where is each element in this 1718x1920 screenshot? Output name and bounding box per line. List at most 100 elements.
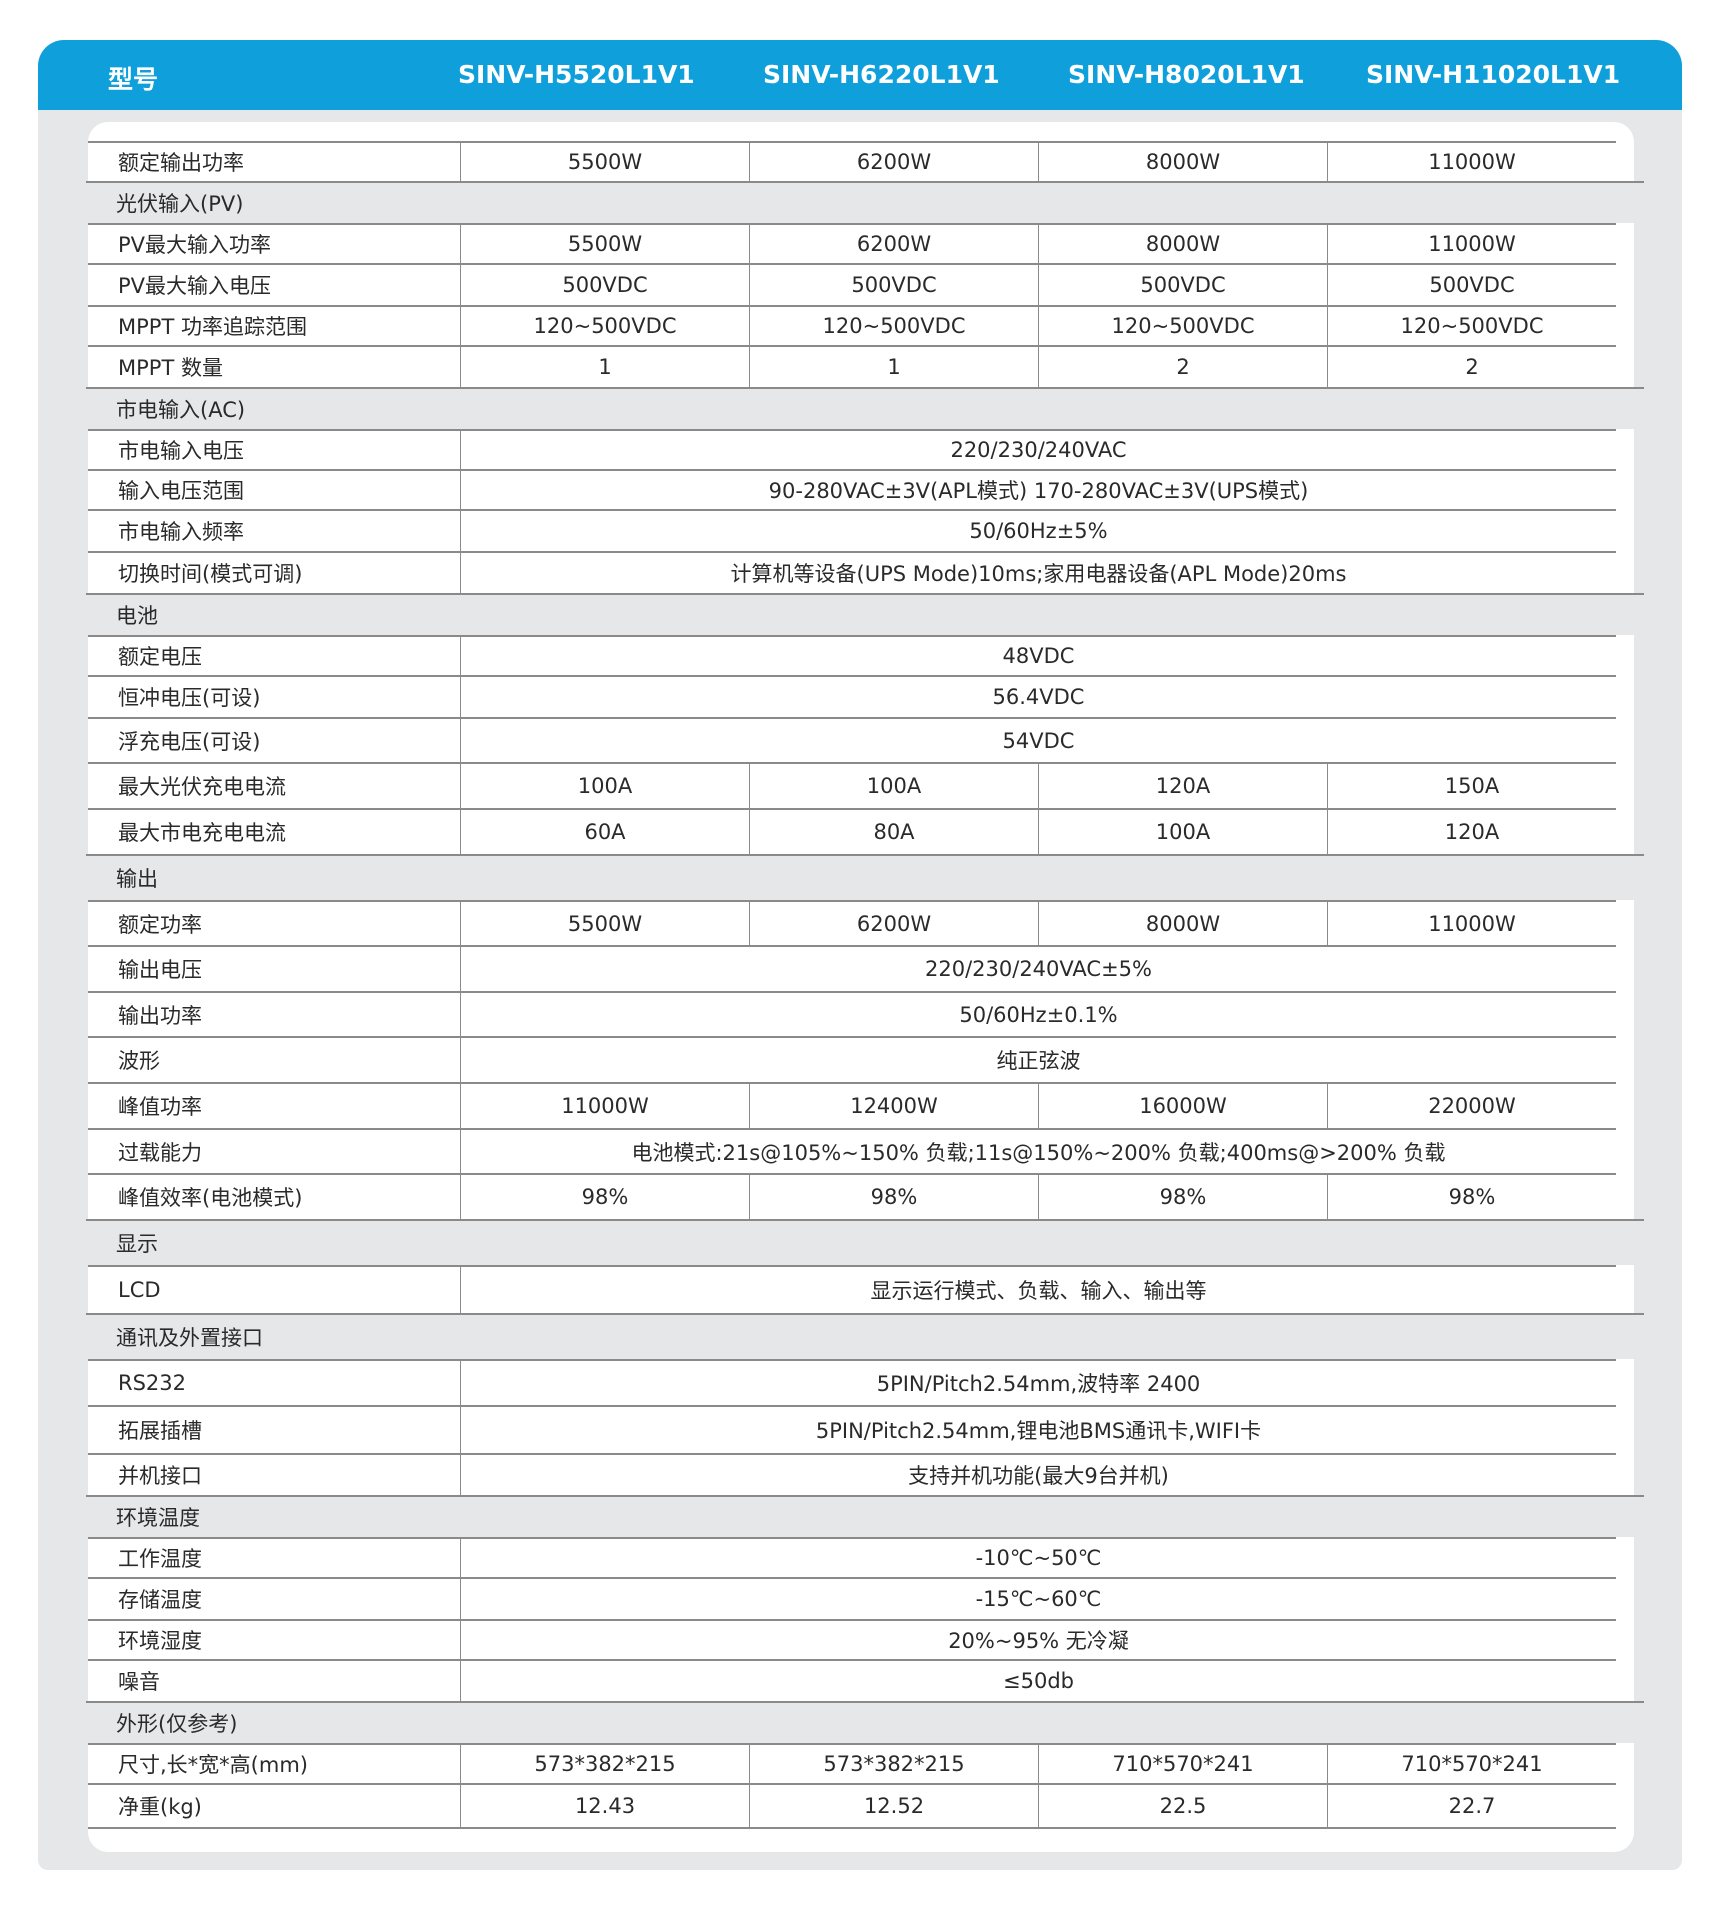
table-cell: 120~500VDC (1400, 314, 1544, 338)
table-cell: 120~500VDC (461, 307, 750, 345)
table-cell: 98% (1448, 1185, 1496, 1209)
table-row: 市电输入频率 50/60Hz±5% (88, 509, 1616, 551)
table-row: 输入电压范围 90-280VAC±3V(APL模式) 170-280VAC±3V(… (88, 469, 1616, 509)
table-cell: 纯正弦波 (996, 1049, 1081, 1073)
row-label: 市电输入频率 (88, 511, 461, 551)
row-label: 并机接口 (88, 1455, 461, 1495)
table-row: 切换时间(模式可调) 计算机等设备(UPS Mode)10ms;家用电器设备(AP… (88, 551, 1616, 593)
table-row: 最大光伏充电电流 100A 100A 120A 150A (88, 762, 1616, 808)
table-cell: 500VDC (750, 265, 1039, 305)
row-values: 5500W 6200W 8000W 11000W (461, 902, 1616, 945)
table-cell: 1 (461, 347, 750, 387)
row-values: 60A 80A 100A 120A (461, 810, 1616, 854)
table-header: 型号 SINV-H5520L1V1 SINV-H6220L1V1 SINV-H8… (38, 40, 1682, 110)
table-row: 输出功率 50/60Hz±0.1% (88, 991, 1616, 1036)
header-model-2: SINV-H6220L1V1 (763, 60, 1000, 89)
table-cell: 54VDC (1002, 728, 1075, 753)
section-title: 环境温度 (116, 1506, 200, 1530)
section-title: 通讯及外置接口 (116, 1326, 263, 1350)
row-values: 支持并机功能(最大9台并机) (461, 1455, 1616, 1495)
table-cell: 98% (461, 1175, 750, 1219)
table-cell: 48VDC (1002, 644, 1075, 668)
table-cell: 22.7 (1448, 1794, 1496, 1818)
row-label: MPPT 数量 (88, 347, 461, 387)
row-label: 额定输出功率 (88, 143, 461, 181)
row-label: 额定功率 (88, 902, 461, 945)
table-cell: 6200W (750, 902, 1039, 945)
row-values: 5PIN/Pitch2.54mm,锂电池BMS通讯卡,WIFI卡 (461, 1407, 1616, 1453)
table-cell: 8000W (1039, 143, 1328, 181)
row-label: 输出功率 (88, 993, 461, 1036)
table-row: 过载能力 电池模式:21s@105%~150% 负载;11s@150%~200% … (88, 1128, 1616, 1173)
row-values: 220/230/240VAC (461, 431, 1616, 469)
row-label: 存储温度 (88, 1579, 461, 1619)
table-row: 额定功率 5500W 6200W 8000W 11000W (88, 900, 1616, 945)
table-cell: 500VDC (1039, 265, 1328, 305)
table-cell: 12.52 (750, 1785, 1039, 1827)
table-cell: 显示运行模式、负载、输入、输出等 (870, 1279, 1207, 1303)
row-values: 电池模式:21s@105%~150% 负载;11s@150%~200% 负载;4… (461, 1130, 1616, 1173)
table-row: 拓展插槽 5PIN/Pitch2.54mm,锂电池BMS通讯卡,WIFI卡 (88, 1405, 1616, 1453)
table-cell: 220/230/240VAC±5% (925, 957, 1152, 981)
row-values: -15℃~60℃ (461, 1579, 1616, 1619)
header-model-3: SINV-H8020L1V1 (1068, 60, 1305, 89)
section-header: 电池 (86, 593, 1644, 635)
section-title: 光伏输入(PV) (116, 192, 244, 216)
table-row: 浮充电压(可设) 54VDC (88, 717, 1616, 762)
row-values: 120~500VDC 120~500VDC 120~500VDC 120~500VDC (461, 307, 1616, 345)
row-label: 恒冲电压(可设) (88, 677, 461, 717)
table-row: 波形 纯正弦波 (88, 1036, 1616, 1082)
table-cell: 11000W (1428, 232, 1516, 256)
row-values: 50/60Hz±5% (461, 511, 1616, 551)
table-cell: 支持并机功能(最大9台并机) (908, 1464, 1169, 1488)
row-values: 573*382*215 573*382*215 710*570*241 710*570… (461, 1745, 1616, 1783)
table-row: PV最大输入电压 500VDC 500VDC 500VDC 500VDC (88, 263, 1616, 305)
row-label: 峰值功率 (88, 1084, 461, 1128)
table-row: 市电输入电压 220/230/240VAC (88, 429, 1616, 469)
table-cell: 22000W (1428, 1094, 1516, 1118)
section-title: 输出 (116, 867, 158, 891)
table-cell: 98% (1039, 1175, 1328, 1219)
table-cell: 120~500VDC (750, 307, 1039, 345)
table-row: LCD 显示运行模式、负载、输入、输出等 (88, 1265, 1616, 1313)
table-cell: 22.5 (1039, 1785, 1328, 1827)
row-values: ≤50db (461, 1661, 1616, 1701)
table-row: 存储温度 -15℃~60℃ (88, 1577, 1616, 1619)
table-cell: -15℃~60℃ (975, 1587, 1102, 1611)
header-model-4: SINV-H11020L1V1 (1366, 60, 1621, 89)
table-cell: 12400W (750, 1084, 1039, 1128)
section-header: 环境温度 (86, 1495, 1644, 1537)
table-cell: 6200W (750, 225, 1039, 263)
table-cell: 11000W (1428, 150, 1516, 174)
table-row: 额定输出功率 5500W 6200W 8000W 11000W (88, 141, 1616, 181)
table-cell: 11000W (1428, 911, 1516, 936)
table-row: 工作温度 -10℃~50℃ (88, 1537, 1616, 1577)
table-cell: 8000W (1039, 225, 1328, 263)
row-label: 峰值效率(电池模式) (88, 1175, 461, 1219)
row-values: 5PIN/Pitch2.54mm,波特率 2400 (461, 1361, 1616, 1405)
row-label: 波形 (88, 1038, 461, 1082)
section-header: 通讯及外置接口 (86, 1313, 1644, 1359)
table-cell: 12.43 (461, 1785, 750, 1827)
row-label: 工作温度 (88, 1539, 461, 1577)
section-title: 市电输入(AC) (116, 398, 246, 422)
table-row: 峰值功率 11000W 12400W 16000W 22000W (88, 1082, 1616, 1128)
row-values: 100A 100A 120A 150A (461, 764, 1616, 808)
table-cell: 100A (461, 764, 750, 808)
table-cell: 2 (1039, 347, 1328, 387)
table-row: 并机接口 支持并机功能(最大9台并机) (88, 1453, 1616, 1495)
row-values: 显示运行模式、负载、输入、输出等 (461, 1267, 1616, 1313)
table-cell: 100A (1039, 810, 1328, 854)
table-cell: 电池模式:21s@105%~150% 负载;11s@150%~200% 负载;4… (631, 1140, 1446, 1165)
section-header: 市电输入(AC) (86, 387, 1644, 429)
row-values: 5500W 6200W 8000W 11000W (461, 143, 1616, 181)
table-row: RS232 5PIN/Pitch2.54mm,波特率 2400 (88, 1359, 1616, 1405)
row-values: 54VDC (461, 719, 1616, 762)
row-label: 噪音 (88, 1661, 461, 1701)
table-cell: ≤50db (1003, 1669, 1074, 1693)
table-cell: 120~500VDC (1039, 307, 1328, 345)
table-cell: 5500W (461, 143, 750, 181)
table-cell: 56.4VDC (992, 685, 1085, 709)
row-label: MPPT 功率追踪范围 (88, 307, 461, 345)
spec-table: 额定输出功率 5500W 6200W 8000W 11000W 光伏输入(PV) PV最大输… (86, 141, 1644, 1829)
